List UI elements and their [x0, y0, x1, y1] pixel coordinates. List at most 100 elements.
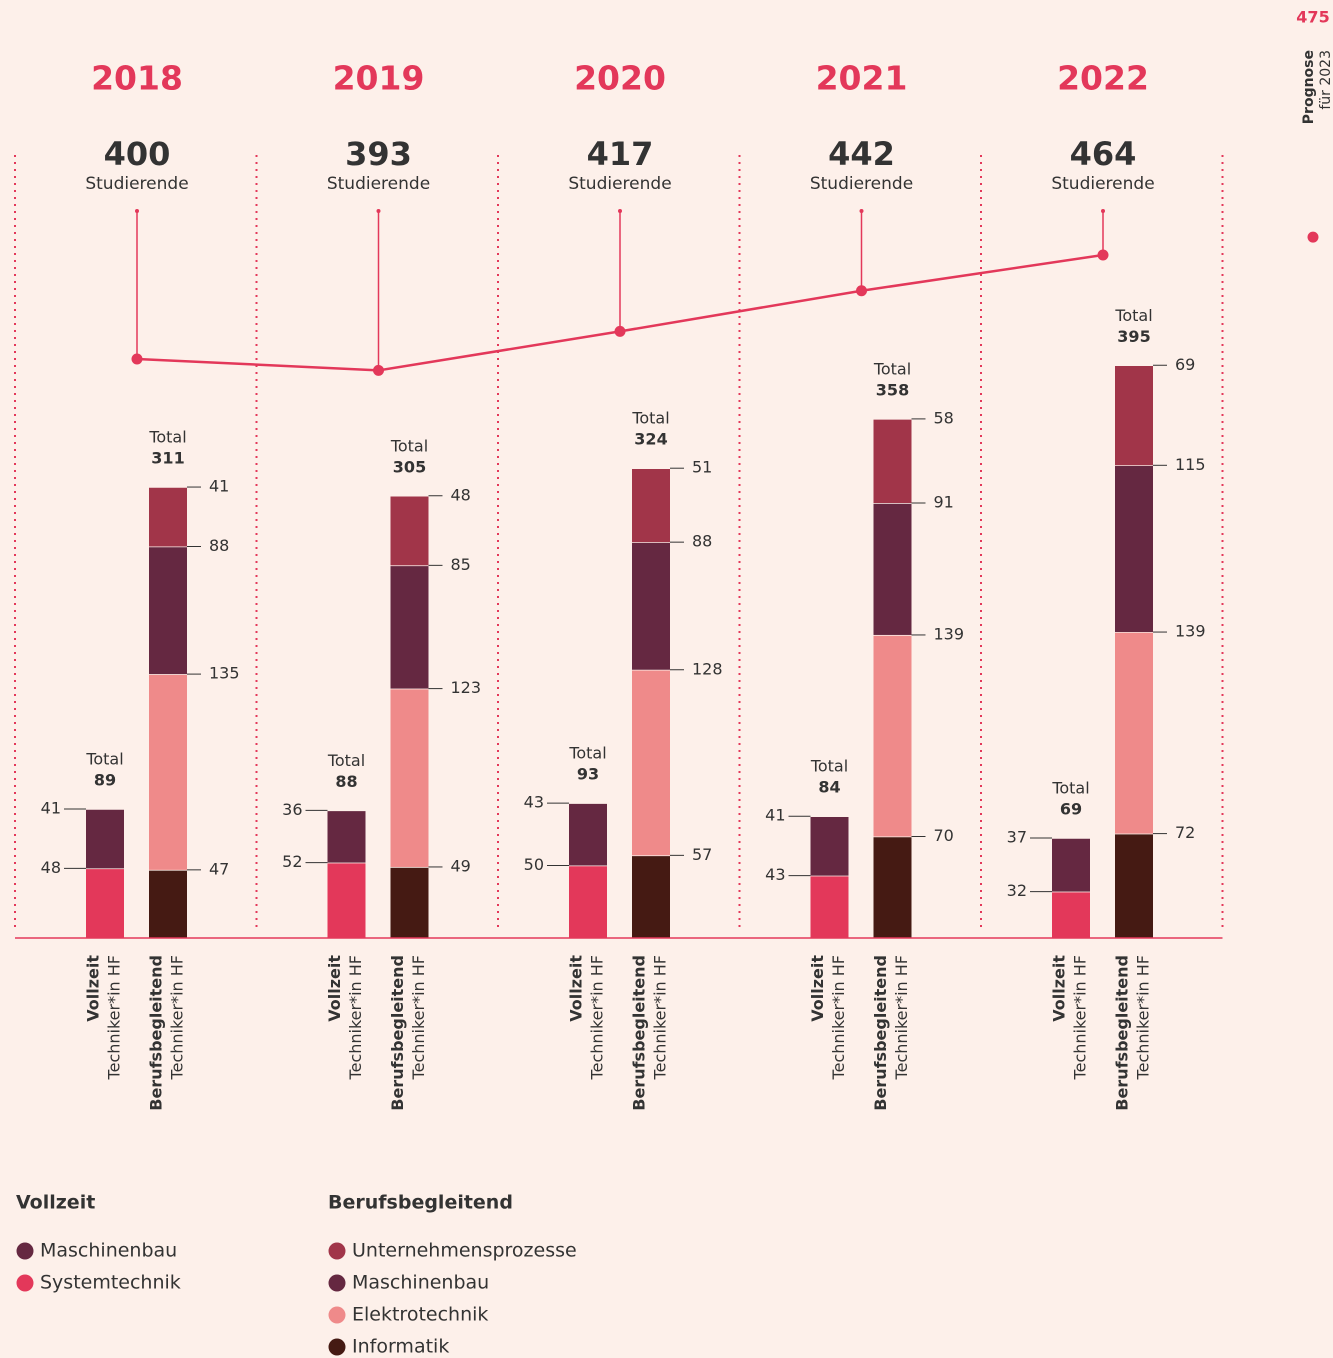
legend-swatch	[16, 1242, 34, 1260]
total-value: 442	[828, 135, 895, 173]
group-label: Berufsbegleitend	[147, 955, 166, 1111]
bar-segment	[810, 875, 849, 938]
bar-total-caption: Total	[631, 409, 669, 428]
value-label: 50	[524, 855, 544, 874]
bar-segment	[873, 634, 912, 837]
bar-total: 84	[818, 778, 840, 797]
bar-total-caption: Total	[327, 751, 365, 770]
group-sublabel: Techniker*in HF	[409, 955, 428, 1080]
bar-total: 358	[876, 380, 909, 399]
total-value: 400	[104, 135, 171, 173]
group-label: Berufsbegleitend	[388, 955, 407, 1111]
legend-swatch	[328, 1274, 346, 1292]
value-label: 48	[41, 858, 61, 877]
bar-segment	[86, 868, 124, 938]
value-label: 52	[282, 852, 302, 871]
bar-segment	[873, 836, 912, 938]
totals-dot	[856, 285, 867, 297]
group-sublabel: Techniker*in HF	[892, 955, 911, 1080]
group-label: Vollzeit	[325, 955, 344, 1022]
total-value: 417	[587, 135, 654, 173]
value-label: 123	[451, 678, 482, 697]
legend-label: Unternehmensprozesse	[352, 1240, 577, 1262]
group-label: Vollzeit	[1050, 955, 1069, 1022]
value-label: 128	[692, 659, 723, 678]
drop-dot	[1101, 209, 1105, 213]
legend-label: Maschinenbau	[40, 1240, 177, 1262]
group-sublabel: Techniker*in HF	[588, 955, 607, 1080]
bar-segment	[1115, 632, 1153, 834]
legend-heading: Vollzeit	[16, 1192, 95, 1214]
bar-segment	[390, 866, 429, 938]
bar-segment	[390, 565, 429, 689]
year-label: 2021	[816, 59, 908, 98]
bar-segment	[1115, 833, 1153, 938]
year-label: 2019	[333, 59, 425, 98]
bar-total-caption: Total	[810, 757, 848, 776]
bar-total: 93	[577, 765, 599, 784]
value-label: 70	[934, 826, 954, 845]
total-caption: Studierende	[568, 174, 671, 194]
total-value: 464	[1070, 135, 1137, 173]
value-label: 32	[1007, 881, 1027, 900]
value-label: 115	[1175, 455, 1206, 474]
bar-segment	[327, 862, 366, 938]
total-caption: Studierende	[85, 174, 188, 194]
bar-total: 305	[393, 457, 426, 476]
value-label: 88	[692, 532, 712, 551]
value-label: 47	[209, 859, 229, 878]
group-sublabel: Techniker*in HF	[346, 955, 365, 1080]
bar-segment	[149, 487, 187, 547]
total-caption: Studierende	[1051, 174, 1154, 194]
bar-total-caption: Total	[873, 359, 911, 378]
bar-segment	[873, 503, 912, 635]
value-label: 139	[934, 624, 965, 643]
bar-total: 89	[94, 770, 116, 789]
bar-segment	[149, 674, 187, 870]
value-label: 57	[692, 845, 712, 864]
drop-dot	[859, 209, 864, 213]
value-label: 49	[451, 856, 471, 875]
bar-segment	[810, 816, 849, 876]
drop-dot	[618, 209, 622, 213]
value-label: 85	[451, 555, 471, 574]
legend-swatch	[16, 1274, 34, 1292]
bar-segment	[1052, 891, 1090, 938]
forecast-dot	[1307, 231, 1319, 243]
bar-segment	[390, 688, 429, 867]
legend-label: Maschinenbau	[352, 1272, 489, 1294]
bar-total: 88	[335, 772, 357, 791]
value-label: 51	[692, 458, 712, 477]
year-label: 2020	[574, 59, 666, 98]
group-sublabel: Techniker*in HF	[105, 955, 124, 1080]
value-label: 91	[934, 493, 954, 512]
bar-segment	[327, 810, 366, 863]
bar-total: 69	[1060, 799, 1082, 818]
bar-total-caption: Total	[1051, 778, 1089, 797]
legend-heading: Berufsbegleitend	[328, 1192, 513, 1214]
year-label: 2018	[91, 59, 183, 98]
totals-dot	[373, 364, 384, 376]
value-label: 41	[765, 806, 785, 825]
value-label: 43	[524, 793, 544, 812]
bar-segment	[632, 468, 670, 543]
bar-segment	[1052, 837, 1090, 892]
legend-label: Systemtechnik	[40, 1272, 181, 1294]
value-label: 41	[209, 477, 229, 496]
totals-dot	[614, 325, 626, 337]
group-sublabel: Techniker*in HF	[829, 955, 848, 1080]
value-label: 72	[1175, 823, 1195, 842]
legend-swatch	[328, 1242, 346, 1260]
value-label: 135	[209, 664, 240, 683]
legend-label: Informatik	[352, 1336, 449, 1358]
total-caption: Studierende	[810, 174, 913, 194]
bar-total: 395	[1117, 327, 1150, 346]
group-sublabel: Techniker*in HF	[168, 955, 187, 1080]
value-label: 139	[1175, 622, 1206, 641]
bar-segment	[569, 803, 607, 866]
forecast-title: Prognose	[1301, 50, 1317, 124]
group-sublabel: Techniker*in HF	[651, 955, 670, 1080]
forecast-value: 475	[1296, 8, 1329, 27]
bar-total-caption: Total	[1114, 306, 1152, 325]
